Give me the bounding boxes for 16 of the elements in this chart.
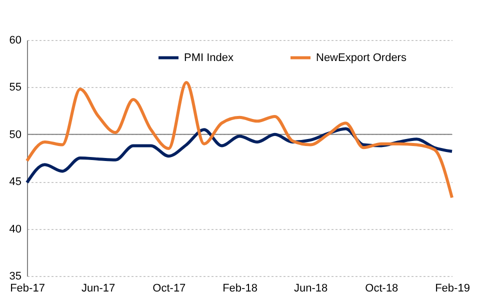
x-tick-label: Feb-17 — [10, 282, 45, 294]
x-tick-label: Oct-17 — [152, 282, 186, 294]
y-tick-label: 55 — [9, 82, 22, 94]
x-tick-label: Feb-19 — [435, 282, 470, 294]
y-tick-label: 60 — [9, 34, 22, 46]
x-tick-label: Oct-18 — [365, 282, 398, 294]
y-tick-label: 50 — [9, 128, 22, 141]
line-series — [26, 80, 454, 200]
legend-label: NewExport Orders — [316, 52, 407, 64]
x-tick-label: Feb-18 — [222, 282, 258, 294]
x-tick-label: Jun-18 — [294, 282, 328, 294]
y-tick-label: 45 — [9, 176, 22, 188]
x-tick-label: Jun-17 — [82, 282, 116, 294]
legend-label: PMI Index — [184, 52, 234, 64]
y-tick-label: 35 — [9, 270, 22, 282]
y-tick-label: 40 — [9, 223, 22, 236]
